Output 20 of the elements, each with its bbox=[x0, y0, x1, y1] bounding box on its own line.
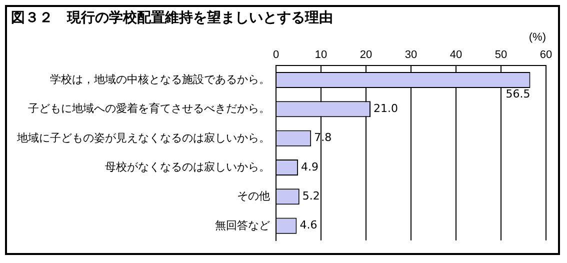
y-tick-label: 子どもに地域への愛着を育てさせるべきだから。 bbox=[28, 102, 270, 116]
x-tick-label: 20 bbox=[360, 48, 372, 61]
x-tick-label: 60 bbox=[540, 48, 552, 61]
y-tick-label: その他 bbox=[237, 190, 270, 203]
y-tick-label: 母校がなくなるのは寂しいから。 bbox=[105, 160, 270, 174]
data-label: 4.6 bbox=[300, 218, 318, 232]
x-axis-title: (%) bbox=[528, 32, 546, 44]
y-tick-label: 無回答など bbox=[215, 220, 270, 232]
y-tick-label: 学校は，地域の中核となる施設であるから。 bbox=[50, 73, 270, 86]
x-tick-label: 40 bbox=[450, 48, 462, 61]
x-tick-label: 10 bbox=[314, 48, 328, 61]
chart-title: 図３２ 現行の学校配置維持を望ましいとする理由 bbox=[11, 9, 333, 27]
data-label: 5.2 bbox=[302, 190, 320, 203]
data-label: 56.5 bbox=[506, 87, 530, 100]
y-tick-label: 地域に子どもの姿が見えなくなるのは寂しいから。 bbox=[16, 131, 270, 144]
data-label: 4.9 bbox=[301, 160, 319, 174]
x-tick-label: 30 bbox=[404, 48, 418, 61]
x-tick-label: 0 bbox=[272, 48, 280, 61]
x-tick-label: 50 bbox=[494, 48, 508, 61]
data-label: 21.0 bbox=[374, 102, 398, 116]
